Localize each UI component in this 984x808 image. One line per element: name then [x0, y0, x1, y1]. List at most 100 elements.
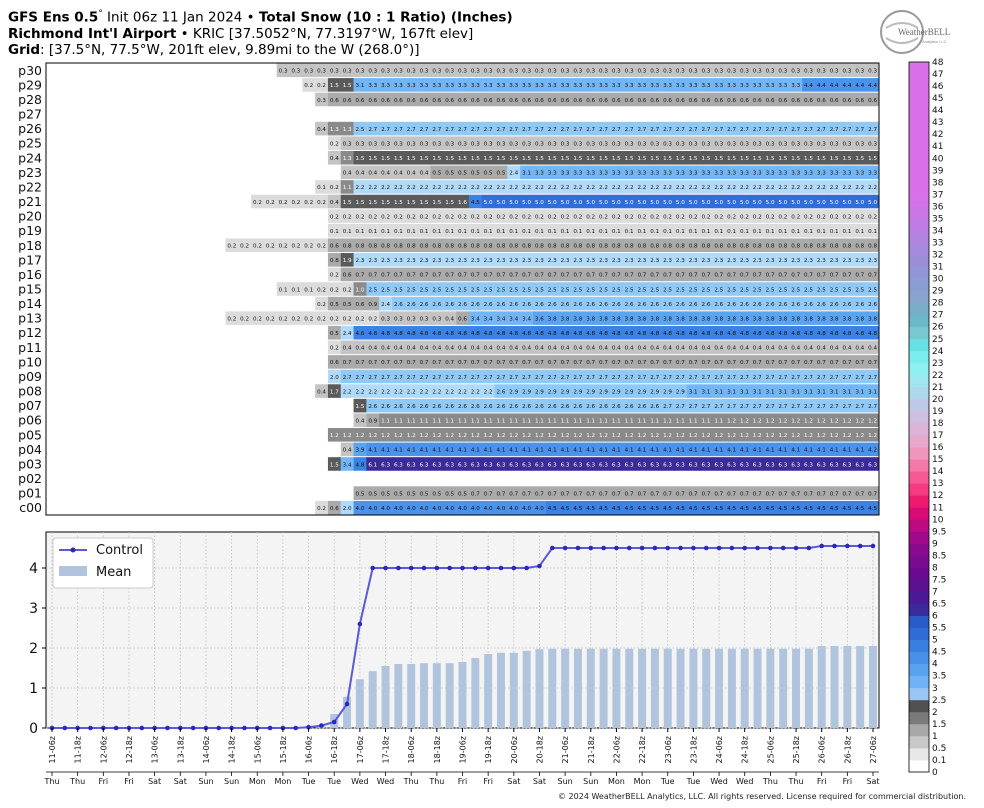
heat-cell-p08 [840, 384, 854, 398]
heat-cell-c00 [866, 500, 880, 515]
heat-cell-p17 [520, 253, 534, 267]
heat-value-p01: 0.7 [599, 491, 608, 497]
heat-value-p12: 4.8 [817, 331, 826, 337]
heat-value-p25: 0.3 [368, 141, 377, 147]
colorbar-swatch [909, 531, 929, 544]
x-tick-label: 15-18z [279, 736, 288, 763]
heat-cell-p19 [494, 223, 508, 238]
heat-cell-p28 [532, 92, 547, 107]
heat-value-p03: 6.3 [868, 462, 877, 468]
heat-value-p18: 0.8 [868, 244, 877, 250]
heat-cell-p03 [353, 457, 367, 471]
heat-cell-p03 [712, 457, 726, 471]
heat-value-p23: 3.3 [689, 171, 698, 177]
x-tick-label: 26-06z [818, 736, 827, 763]
heat-value-p10: 0.7 [496, 360, 505, 366]
x-tick-label: 11-18z [74, 736, 83, 763]
day-label: Sat [866, 777, 879, 786]
colorbar-swatch [909, 483, 929, 496]
heat-value-p23: 0.4 [356, 171, 365, 177]
heat-value-p22: 2.2 [612, 185, 621, 191]
control-point [755, 545, 760, 551]
x-tick-label: 18-18z [433, 736, 442, 763]
heat-cell-p03 [456, 457, 470, 471]
heat-cell-c00 [789, 500, 803, 515]
heat-cell-p11 [532, 340, 547, 355]
mean-bar [599, 648, 608, 728]
heat-value-p25: 0.3 [817, 141, 826, 147]
heat-cell-p26 [443, 121, 457, 136]
heat-value-p30: 0.3 [356, 69, 365, 75]
heat-cell-p25 [789, 136, 803, 150]
heat-value-p16: 0.7 [727, 273, 736, 279]
heat-value-p18: 0.8 [420, 244, 429, 250]
heat-cell-p03 [686, 457, 700, 471]
heat-value-p26: 2.7 [394, 127, 403, 133]
heat-value-p30: 0.3 [496, 69, 505, 75]
heat-value-p13: 3.8 [548, 316, 557, 322]
heat-cell-p15 [686, 282, 700, 296]
heat-cell-p15 [379, 282, 393, 296]
heat-cell-p14 [379, 296, 393, 311]
heat-cell-p15 [558, 282, 572, 296]
heat-value-p01: 0.5 [368, 491, 377, 497]
heat-value-p20: 0.2 [714, 214, 723, 220]
heat-value-p19: 0.1 [432, 229, 441, 235]
colorbar-label: 7.5 [932, 575, 946, 585]
heat-value-p30: 0.3 [612, 69, 621, 75]
colorbar-swatch [909, 699, 929, 713]
heat-value-p29: 3.3 [625, 83, 634, 89]
heat-cell-p18 [468, 238, 483, 253]
heat-value-p08: 3.1 [753, 389, 762, 395]
heat-value-p22: 2.2 [586, 185, 595, 191]
heat-cell-p19 [379, 223, 393, 238]
colorbar-swatch [909, 278, 929, 292]
heat-value-p28: 0.6 [650, 98, 659, 104]
heat-value-p05: 1.2 [791, 433, 800, 439]
heat-value-p13: 0.2 [279, 316, 288, 322]
heat-cell-p04 [840, 442, 854, 457]
heat-cell-p05 [481, 428, 495, 442]
heat-value-p22: 2.2 [766, 185, 775, 191]
heat-value-p29: 4.4 [855, 83, 864, 89]
heat-cell-p04 [763, 442, 777, 457]
x-tick-label: 16-06z [305, 736, 314, 763]
heat-cell-p05 [609, 428, 623, 442]
heat-cell-p22 [392, 180, 406, 194]
heat-value-p04: 4.1 [561, 448, 570, 454]
heat-cell-p03 [840, 457, 854, 471]
heat-cell-p07 [853, 398, 867, 413]
heat-cell-p28 [443, 92, 457, 107]
heat-value-p07: 2.6 [573, 404, 582, 410]
heat-value-p16: 0.7 [573, 273, 582, 279]
mean-bar [715, 648, 724, 728]
heat-cell-p14 [558, 296, 572, 311]
heat-value-p08: 1.7 [330, 389, 339, 395]
heat-cell-p03 [853, 457, 867, 471]
colorbar-label: 32 [932, 251, 943, 261]
heat-cell-p24 [827, 150, 841, 165]
heat-cell-p20 [635, 209, 649, 223]
heat-cell-p09 [417, 369, 431, 384]
colorbar-swatch [909, 579, 929, 592]
heat-cell-p22 [494, 180, 508, 194]
heat-value-p16: 0.7 [625, 273, 634, 279]
heat-value-p15: 2.5 [702, 287, 711, 293]
heat-cell-p25 [366, 136, 380, 150]
heat-cell-p23 [340, 165, 354, 180]
heat-value-p09: 2.7 [394, 375, 403, 381]
heat-value-p23: 3.3 [625, 171, 634, 177]
row-label-p04: p04 [18, 442, 42, 457]
heat-value-p07: 2.7 [663, 404, 672, 410]
heat-value-p25: 0.3 [637, 141, 646, 147]
heat-value-p05: 1.2 [586, 433, 595, 439]
heat-cell-p04 [597, 442, 611, 457]
heat-cell-p25 [827, 136, 841, 150]
mean-bar [727, 648, 736, 728]
heat-value-p29: 3.3 [676, 83, 685, 89]
heat-value-p22: 2.2 [381, 185, 390, 191]
heat-cell-p16 [853, 267, 867, 282]
heat-value-p29: 3.3 [689, 83, 698, 89]
heat-cell-p01 [379, 486, 393, 500]
heat-value-p05: 1.2 [561, 433, 570, 439]
